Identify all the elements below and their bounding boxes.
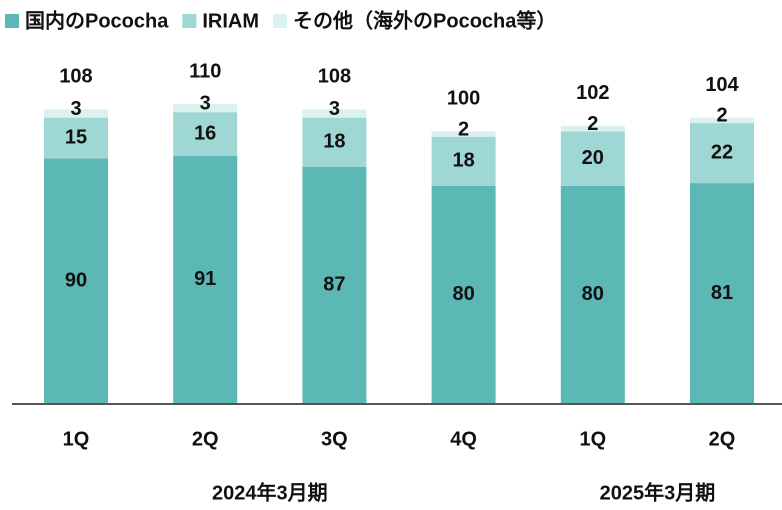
value-label: 3	[200, 92, 211, 114]
total-label: 110	[189, 60, 221, 82]
value-label: 90	[65, 270, 87, 292]
value-label: 18	[452, 150, 474, 172]
total-label: 102	[576, 82, 609, 104]
bar-segment	[560, 125, 625, 132]
value-label: 2	[458, 118, 469, 140]
value-label: 80	[582, 283, 604, 305]
legend-label: IRIAM	[202, 10, 259, 32]
value-label: 16	[194, 122, 216, 144]
value-label: 81	[711, 282, 733, 304]
value-label: 3	[329, 98, 340, 120]
group-label: 2025年3月期	[600, 480, 716, 504]
legend-swatch	[5, 14, 19, 28]
value-label: 15	[65, 126, 87, 148]
value-label: 22	[711, 141, 733, 163]
value-label: 80	[452, 283, 474, 305]
total-label: 100	[447, 88, 480, 110]
bar-segment	[173, 112, 238, 156]
legend-swatch	[273, 14, 288, 28]
bar-segment	[431, 136, 496, 186]
value-label: 91	[194, 268, 216, 290]
value-label: 87	[323, 274, 345, 296]
total-label: 108	[59, 66, 92, 88]
total-label: 104	[705, 74, 739, 96]
x-tick-label: 4Q	[450, 428, 477, 450]
x-tick-label: 2Q	[709, 428, 736, 450]
legend-label: その他（海外のPococha等）	[293, 8, 556, 32]
legend-swatch	[182, 14, 197, 28]
bar-segment	[44, 117, 108, 159]
x-tick-label: 1Q	[579, 428, 606, 450]
bar-segment	[431, 185, 496, 404]
bar-segment	[690, 117, 754, 124]
bar-segment	[431, 131, 496, 137]
bar-segment	[302, 166, 367, 404]
bar-segment	[173, 104, 238, 113]
bar-segment	[690, 123, 754, 184]
value-label: 18	[323, 130, 345, 152]
group-label: 2024年3月期	[212, 480, 328, 504]
x-tick-label: 2Q	[192, 428, 219, 450]
value-label: 3	[70, 98, 81, 120]
bar-segment	[44, 109, 108, 118]
legend-label: 国内のPococha	[25, 8, 169, 32]
bar-segment	[560, 185, 625, 404]
bar-segment	[44, 158, 108, 404]
bar-segment	[302, 109, 367, 118]
bar-segment	[173, 155, 238, 404]
bar-segment	[560, 131, 625, 186]
bar-segment	[690, 183, 754, 404]
value-label: 2	[716, 105, 727, 127]
value-label: 20	[582, 147, 604, 169]
x-tick-label: 1Q	[63, 428, 90, 450]
value-label: 2	[587, 113, 598, 135]
total-label: 108	[318, 66, 351, 88]
x-tick-label: 3Q	[321, 428, 348, 450]
bar-segment	[302, 117, 367, 167]
